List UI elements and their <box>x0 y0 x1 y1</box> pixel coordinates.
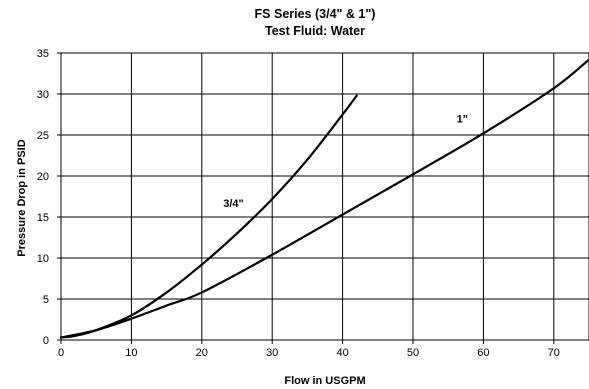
x-tick-label: 40 <box>336 347 348 359</box>
y-tick-label: 10 <box>37 253 49 265</box>
x-axis-ticks: 0 10 20 30 40 50 60 70 <box>58 340 560 359</box>
x-tick-label: 30 <box>266 347 278 359</box>
y-tick-label: 0 <box>43 335 49 347</box>
data-series: 3/4" 1" <box>59 58 589 339</box>
y-tick-label: 25 <box>37 130 49 142</box>
x-tick-label: 70 <box>548 347 560 359</box>
y-tick-label: 5 <box>43 294 49 306</box>
x-tick-label: 10 <box>125 347 137 359</box>
chart-title: FS Series (3/4" & 1") <box>255 7 376 21</box>
x-axis-label: Flow in USGPM <box>284 375 365 387</box>
y-tick-label: 20 <box>37 171 49 183</box>
x-tick-label: 50 <box>407 347 419 359</box>
series-label: 1" <box>457 114 468 126</box>
chart-subtitle: Test Fluid: Water <box>265 24 365 38</box>
series-line <box>59 58 589 339</box>
x-tick-label: 60 <box>477 347 489 359</box>
x-tick-label: 0 <box>58 347 64 359</box>
series-label: 3/4" <box>223 198 244 210</box>
plot-area-frame <box>60 52 589 341</box>
y-tick-label: 15 <box>37 212 49 224</box>
grid-lines <box>60 52 589 341</box>
y-axis-label: Pressure Drop in PSID <box>16 139 28 256</box>
y-axis-ticks: 0 5 10 15 20 25 30 35 <box>37 48 61 347</box>
x-tick-label: 20 <box>196 347 208 359</box>
y-tick-label: 35 <box>37 48 49 60</box>
y-tick-label: 30 <box>37 89 49 101</box>
